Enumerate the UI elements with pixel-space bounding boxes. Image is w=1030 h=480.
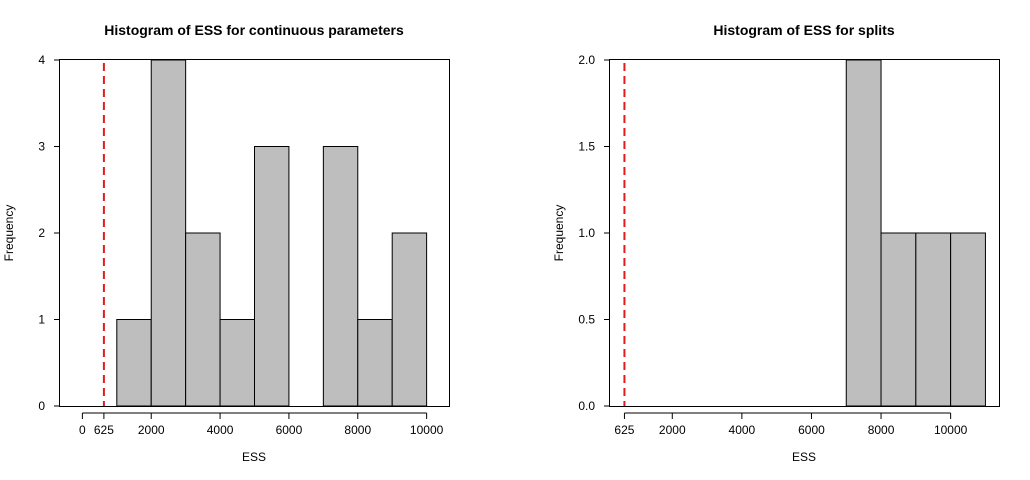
histogram-bar <box>357 319 393 407</box>
y-tick-label: 0.5 <box>578 313 595 327</box>
x-tick-label: 6000 <box>798 423 825 437</box>
y-axis-label: Frequency <box>552 205 566 262</box>
histogram-bar <box>254 146 290 407</box>
x-axis-label: ESS <box>242 450 266 464</box>
x-tick-label: 8000 <box>344 423 371 437</box>
histogram-bar <box>185 232 221 407</box>
histogram-bar <box>322 146 359 407</box>
chart-title: Histogram of ESS for continuous paramete… <box>104 22 404 38</box>
x-tick-label: 625 <box>94 423 114 437</box>
y-tick-label: 2 <box>38 226 45 240</box>
histogram-bar <box>915 232 952 407</box>
x-tick-label: 0 <box>79 423 86 437</box>
y-tick-label: 0.0 <box>578 399 595 413</box>
x-axis: 625 2000 4000 6000 8000 10000 <box>614 412 968 437</box>
x-tick-label: 2000 <box>659 423 686 437</box>
y-axis: 0.0 0.5 1.0 1.5 2.0 <box>578 53 610 413</box>
histogram-bar <box>219 319 256 407</box>
y-tick-label: 3 <box>38 140 45 154</box>
y-axis: 0 1 2 3 4 <box>38 53 60 413</box>
histogram-bar <box>880 232 917 407</box>
x-tick-label: 10000 <box>410 423 444 437</box>
x-tick-label: 10000 <box>934 423 968 437</box>
histogram-bar <box>116 319 152 407</box>
y-tick-label: 2.0 <box>578 53 595 67</box>
bars-group <box>845 59 986 407</box>
chart-title: Histogram of ESS for splits <box>713 22 894 38</box>
x-axis: 0 625 2000 4000 6000 8000 10000 <box>79 412 444 437</box>
y-tick-label: 0 <box>38 399 45 413</box>
x-tick-label: 8000 <box>868 423 895 437</box>
y-axis-label: Frequency <box>2 205 16 262</box>
y-tick-label: 1 <box>38 313 45 327</box>
y-tick-label: 4 <box>38 53 45 67</box>
panel-splits: Histogram of ESS for splits ESS Frequenc… <box>552 22 1000 464</box>
histogram-bar <box>391 232 428 407</box>
bars-group <box>116 59 428 407</box>
x-tick-label: 2000 <box>138 423 165 437</box>
x-tick-label: 6000 <box>276 423 303 437</box>
panel-continuous-parameters: Histogram of ESS for continuous paramete… <box>2 22 450 464</box>
histogram-bar <box>150 59 187 407</box>
x-tick-label: 4000 <box>207 423 234 437</box>
y-tick-label: 1.5 <box>578 140 595 154</box>
histogram-bar <box>950 232 986 407</box>
histogram-bar <box>845 59 882 407</box>
x-tick-label: 4000 <box>729 423 756 437</box>
x-tick-label: 625 <box>614 423 634 437</box>
x-axis-label: ESS <box>792 450 816 464</box>
y-tick-label: 1.0 <box>578 226 595 240</box>
